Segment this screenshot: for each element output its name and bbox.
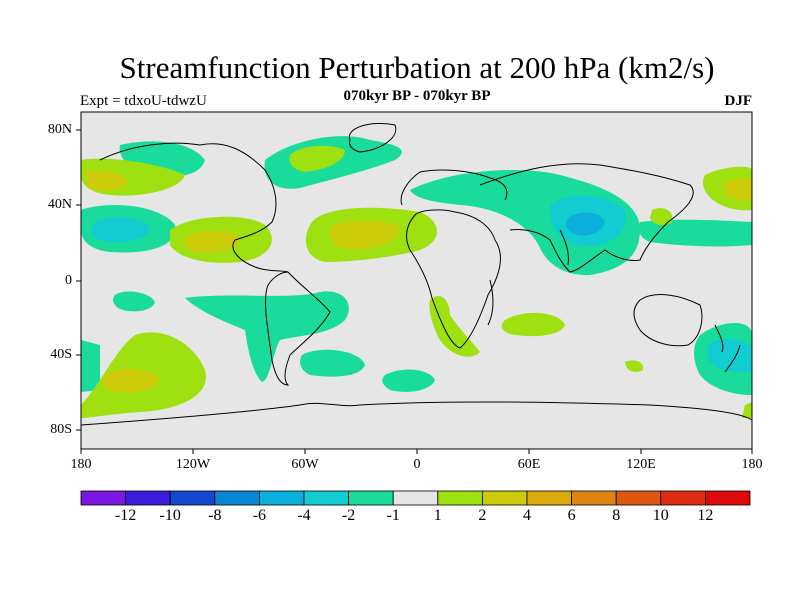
colorbar-swatch — [660, 490, 706, 506]
lon-label-0: 0 — [413, 457, 421, 472]
negative-peak — [566, 212, 605, 236]
lon-label-120w: 120W — [175, 457, 211, 472]
lon-label-180w: 180 — [70, 457, 92, 472]
lat-label-80s: 80S — [50, 422, 72, 437]
lat-label-40s: 40S — [50, 347, 72, 362]
axis-ticks — [76, 129, 753, 454]
colorbar-swatch — [258, 490, 305, 506]
lon-label-120e: 120E — [626, 457, 656, 472]
colorbar-label: -4 — [297, 507, 311, 524]
colorbar — [80, 490, 751, 506]
lon-label-180e: 180 — [741, 457, 763, 472]
contour-fields — [81, 136, 752, 418]
strong-positive-cores — [85, 170, 752, 393]
lat-label-80n: 80N — [47, 122, 72, 137]
lat-label-0: 0 — [65, 273, 72, 288]
lat-label-40n: 40N — [47, 197, 72, 212]
colorbar-label: 2 — [478, 507, 487, 524]
colorbar-label: -10 — [159, 507, 181, 524]
colorbar-label: 1 — [433, 507, 442, 524]
colorbar-swatch — [615, 490, 662, 506]
colorbar-swatch — [169, 490, 216, 506]
colorbar-label: -2 — [341, 507, 356, 524]
colorbar-label: 10 — [652, 507, 669, 524]
colorbar-label: -6 — [252, 507, 267, 524]
colorbar-swatch — [80, 490, 126, 506]
colorbar-swatch — [392, 490, 439, 506]
colorbar-label: 8 — [612, 507, 621, 524]
colorbar-label: -1 — [386, 507, 400, 524]
colorbar-swatch — [214, 490, 260, 506]
colorbar-swatch — [705, 490, 751, 506]
colorbar-swatch — [437, 490, 483, 506]
season-label: DJF — [724, 93, 753, 109]
colorbar-swatch — [303, 490, 349, 506]
experiment-label: Expt = tdxoU-tdwzU — [80, 93, 207, 109]
colorbar-label: -8 — [208, 507, 222, 524]
colorbar-swatch — [526, 490, 572, 506]
colorbar-label: -12 — [114, 507, 137, 524]
colorbar-swatch — [571, 490, 617, 506]
period-subtitle: 070kyr BP - 070kyr BP — [343, 88, 491, 104]
coastlines — [81, 122, 752, 426]
colorbar-swatch — [348, 490, 394, 506]
lon-label-60w: 60W — [291, 457, 319, 472]
colorbar-swatch — [125, 490, 171, 506]
colorbar-label: 12 — [697, 507, 714, 524]
colorbar-label: 6 — [567, 507, 576, 524]
colorbar-swatch — [481, 490, 528, 506]
colorbar-label: 4 — [523, 507, 531, 524]
lon-label-60e: 60E — [517, 457, 541, 472]
page-title: Streamfunction Perturbation at 200 hPa (… — [119, 50, 715, 85]
